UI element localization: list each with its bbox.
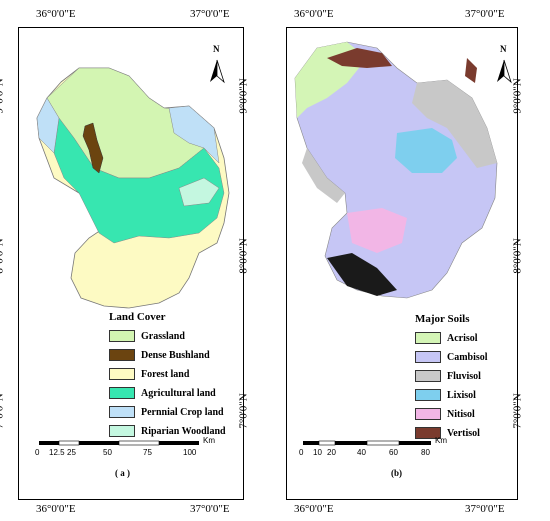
dark-region-south [327,253,397,296]
legend-item: Forest land [109,367,189,381]
legend-swatch [415,332,441,344]
legend-swatch [415,427,441,439]
legend-label: Fluvisol [447,370,481,382]
lon-label-top-right-b: 37°0'0"E [465,8,505,20]
legend-item: Dense Bushland [109,348,210,362]
legend-title: Major Soils [415,313,470,325]
legend-item: Vertisol [415,426,480,440]
scale-tick-label: 100 [183,448,197,457]
perennial-crop-region [36,97,60,154]
agricultural-region [53,117,225,244]
legend-swatch [109,330,135,342]
vertisol-region [327,48,392,68]
lat-label-7-mid: 7°0'0"N [237,393,250,429]
vertisol-region-east [465,58,477,83]
scale-tick-label: 10 [313,448,322,457]
lat-label-7-left: 7°0'0"N [0,393,6,429]
map-panel-land-cover: N Land Cover Grassland Dense Bushland Fore… [18,27,244,500]
scale-tick-label: 12.5 [49,448,65,457]
soils-map [294,41,512,299]
lat-label-9-left: 9°0'0"N [0,78,6,114]
legend-item: Nitisol [415,407,475,421]
scale-bar: Km 0 12.5 25 50 75 100 [35,436,215,462]
lon-label-top-left: 36°0'0"E [36,8,76,20]
perennial-crop-region-east [168,105,220,164]
legend-item: Agricultural land [109,386,216,400]
legend-swatch [109,406,135,418]
north-letter: N [213,44,220,54]
dense-bushland-region [82,122,104,174]
map-panel-major-soils: N Major Soils Acrisol Cambisol Fluvisol Lix… [286,27,518,500]
lon-label-bottom-left-b: 36°0'0"E [294,503,334,515]
legend-swatch [415,389,441,401]
scale-tick-label: 0 [35,448,40,457]
lat-label-8-mid: 8°0'0"N [237,238,250,274]
legend-label: Vertisol [447,427,480,439]
legend-label: Agricultural land [141,387,216,399]
legend-label: Lixisol [447,389,476,401]
lon-label-bottom-right-b: 37°0'0"E [465,503,505,515]
lat-label-8-left: 8°0'0"N [0,238,6,274]
lon-label-bottom-left: 36°0'0"E [36,503,76,515]
lon-label-top-right: 37°0'0"E [190,8,230,20]
scale-tick-label: 40 [357,448,366,457]
north-arrow-icon [210,59,225,84]
lat-label-9-right: 9°0'0"N [511,78,524,114]
scale-tick-label: 25 [67,448,76,457]
legend-swatch [109,349,135,361]
legend-swatch [415,370,441,382]
legend-label: Grassland [141,330,185,342]
land-cover-legend: Land Cover Grassland Dense Bushland Forest… [109,311,239,441]
scale-tick-label: 60 [389,448,398,457]
legend-label: Acrisol [447,332,478,344]
legend-label: Nitisol [447,408,475,420]
riparian-region [178,177,220,207]
scale-tick-label: 50 [103,448,112,457]
legend-label: Forest land [141,368,190,380]
legend-item: Lixisol [415,388,476,402]
legend-title: Land Cover [109,311,166,323]
legend-label: Cambisol [447,351,488,363]
legend-swatch [109,425,135,437]
scale-bar: Km 0 10 20 40 60 80 [299,436,453,462]
legend-item: Riparian Woodland [109,424,226,438]
lat-label-8-right: 8°0'0"N [511,238,524,274]
legend-swatch [415,351,441,363]
nitisol-region [347,208,407,253]
lon-label-bottom-right: 37°0'0"E [190,503,230,515]
lixisol-region [395,128,457,173]
scale-tick-label: 0 [299,448,304,457]
soils-legend: Major Soils Acrisol Cambisol Fluvisol Lixis… [415,313,515,443]
scale-unit: Km [435,436,447,445]
legend-item: Fluvisol [415,369,481,383]
panel-label-b: (b) [391,468,402,478]
legend-label: Pernnial Crop land [141,406,224,418]
north-arrow-icon [497,59,512,84]
legend-swatch [415,408,441,420]
scale-tick-label: 20 [327,448,336,457]
lat-label-9-mid: 9°0'0"N [237,78,250,114]
legend-item: Cambisol [415,350,488,364]
fluvisol-region [412,80,497,168]
scale-tick-label: 75 [143,448,152,457]
legend-label: Dense Bushland [141,349,210,361]
fluvisol-region-west [302,148,345,203]
north-letter: N [500,44,507,54]
panel-label-a: ( a ) [115,468,130,478]
lon-label-top-left-b: 36°0'0"E [294,8,334,20]
legend-swatch [109,368,135,380]
scale-unit: Km [203,436,215,445]
legend-label: Riparian Woodland [141,425,226,437]
lat-label-7-right: 7°0'0"N [511,393,524,429]
land-cover-map [36,59,230,309]
scale-tick-label: 80 [421,448,430,457]
legend-item: Acrisol [415,331,478,345]
legend-item: Grassland [109,329,185,343]
legend-swatch [109,387,135,399]
legend-item: Pernnial Crop land [109,405,224,419]
